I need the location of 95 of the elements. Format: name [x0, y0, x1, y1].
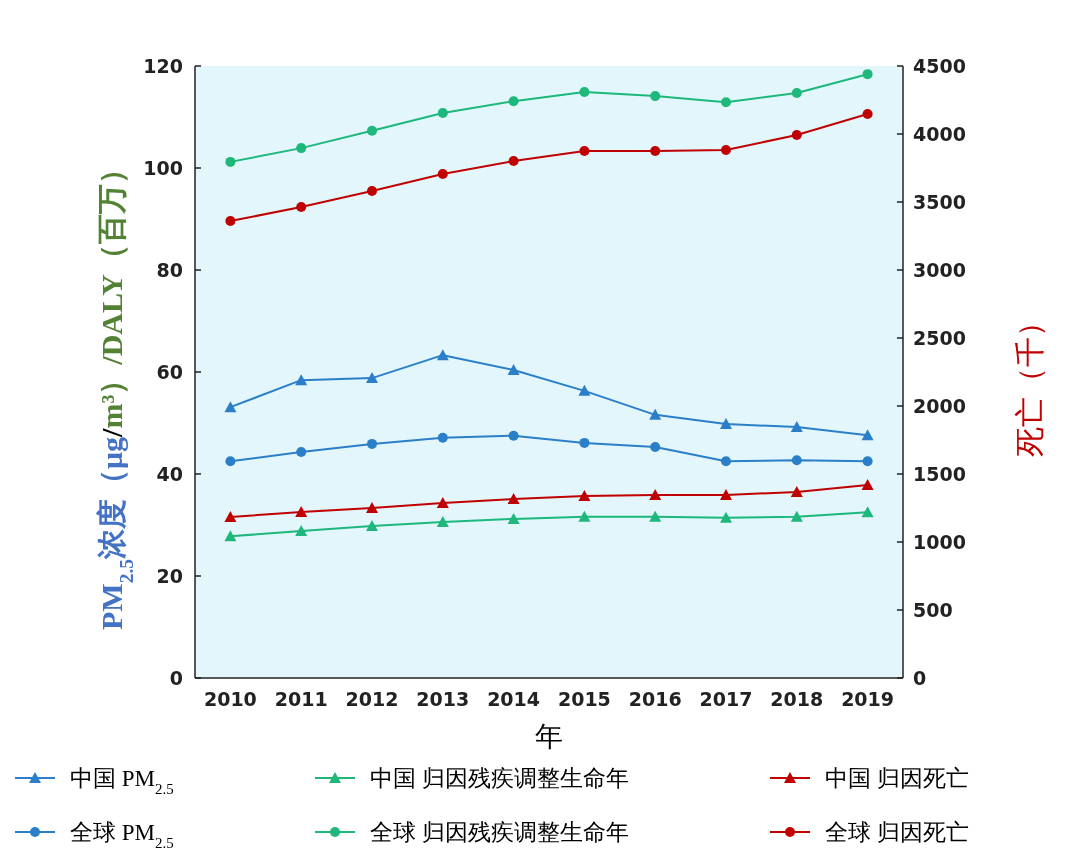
- point: [862, 109, 873, 120]
- point: [225, 156, 236, 167]
- point: [721, 145, 731, 156]
- x-tick-label: 2014: [487, 688, 541, 710]
- x-tick-label: 2010: [203, 688, 257, 710]
- point: [366, 372, 378, 384]
- point: [225, 216, 236, 227]
- point: [791, 455, 802, 466]
- point: [366, 502, 378, 513]
- x-tick-label: 2012: [345, 688, 399, 710]
- x-tick-label: 2016: [628, 688, 682, 710]
- point: [436, 496, 449, 508]
- point: [720, 488, 732, 500]
- legend-label: 中国 PM$_{2.5}$: [70, 766, 174, 797]
- point: [508, 96, 519, 107]
- y2-tick-label: 3500: [913, 191, 966, 213]
- y-tick-label: 0: [169, 667, 183, 689]
- x-tick-label: 2015: [557, 688, 611, 710]
- y2-tick-label: 4500: [913, 55, 966, 77]
- y2-tick-label: 1500: [913, 463, 966, 485]
- point: [649, 488, 662, 500]
- point: [579, 146, 590, 156]
- x-tick-label: 2017: [699, 688, 753, 710]
- y2-tick-label: 2500: [913, 327, 966, 349]
- x-tick-label: 2018: [770, 688, 824, 710]
- point: [579, 87, 590, 98]
- y2-tick-label: 3000: [913, 259, 966, 281]
- point: [436, 515, 449, 527]
- point: [225, 456, 236, 467]
- point: [650, 441, 661, 452]
- x-tick-label: 2011: [274, 688, 328, 710]
- y2-tick-label: 500: [913, 599, 953, 621]
- y2-axis-title: 死亡（千）: [1013, 307, 1046, 457]
- point: [224, 401, 237, 413]
- point: [862, 456, 873, 467]
- y2-tick-label: 2000: [913, 395, 966, 417]
- point: [790, 510, 803, 522]
- x-tick-label: 2013: [416, 688, 470, 710]
- point: [224, 530, 237, 542]
- point: [295, 525, 308, 537]
- x-tick-label: 2019: [841, 688, 895, 710]
- point: [720, 511, 732, 523]
- point: [579, 437, 590, 448]
- y-tick-label: 20: [156, 565, 183, 587]
- point: [578, 490, 591, 502]
- point: [437, 432, 448, 443]
- y-tick-label: 80: [156, 259, 183, 281]
- legend-label: 全球 归因残疾调整生命年: [370, 820, 629, 845]
- point: [296, 447, 307, 458]
- point: [790, 421, 803, 433]
- y-tick-label: 60: [156, 361, 183, 383]
- point: [861, 429, 874, 441]
- point: [862, 69, 873, 80]
- point: [861, 479, 874, 491]
- point: [649, 510, 662, 522]
- point: [296, 202, 307, 213]
- y-tick-label: 40: [156, 463, 183, 485]
- legend-label: 全球 PM$_{2.5}$: [70, 820, 174, 851]
- point: [791, 88, 802, 99]
- point: [224, 510, 237, 522]
- y2-tick-label: 0: [913, 667, 927, 689]
- point: [436, 349, 449, 361]
- legend-label: 全球 归因死亡: [825, 820, 969, 845]
- point: [295, 374, 308, 386]
- point: [437, 107, 448, 118]
- point: [366, 520, 378, 532]
- point: [790, 485, 803, 497]
- point: [437, 168, 448, 179]
- point: [791, 129, 802, 140]
- legend-label: 中国 归因死亡: [825, 766, 969, 791]
- y2-tick-label: 4000: [913, 123, 966, 145]
- point: [649, 408, 662, 420]
- point: [861, 506, 874, 518]
- y2-tick-label: 1000: [913, 531, 966, 553]
- y-tick-label: 100: [143, 157, 183, 179]
- point: [367, 438, 377, 449]
- point: [578, 510, 591, 522]
- x-axis-title: 年: [535, 720, 563, 753]
- legend-label: 中国 归因残疾调整生命年: [370, 766, 629, 791]
- point: [650, 91, 661, 102]
- y-tick-label: 120: [143, 55, 183, 77]
- point: [508, 156, 519, 167]
- point: [296, 143, 307, 154]
- point: [721, 456, 731, 467]
- point: [295, 505, 308, 517]
- point: [720, 418, 732, 430]
- point: [507, 363, 520, 375]
- point: [507, 512, 520, 524]
- point: [367, 185, 377, 196]
- point: [650, 146, 661, 156]
- point: [367, 125, 377, 136]
- point: [507, 493, 520, 505]
- point: [508, 430, 519, 441]
- point: [721, 97, 731, 108]
- point: [578, 384, 591, 396]
